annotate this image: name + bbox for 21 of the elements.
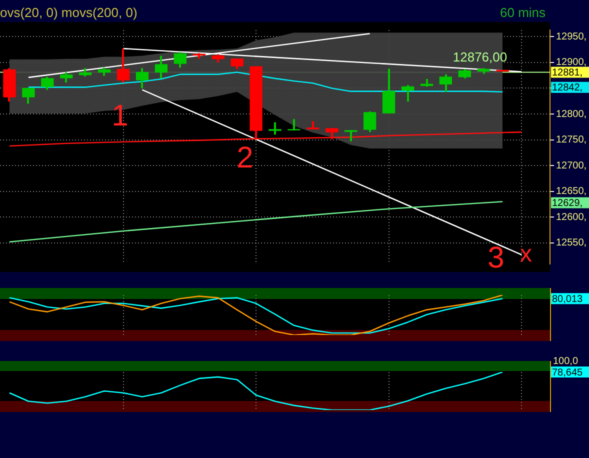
text: 100,0 [553,356,578,367]
ref-line-label: 12881, [552,68,583,79]
y-tick-label: 12700, [556,160,587,172]
text: 12629, [552,198,583,209]
text: 80,013 [552,294,584,305]
chart-subtitle: 60 mins [500,5,546,20]
annotation: x [520,240,532,268]
y-tick-label: 12750, [556,134,587,146]
y-tick-label: 12950, [556,31,587,42]
text: 12842, [552,82,583,94]
y-tick-label: 12550, [556,238,587,249]
annotation: 12876,00 [452,50,508,65]
y-tick-label: 12650, [556,186,587,198]
y-tick-label: 12900, [556,57,587,68]
chart-title: ovs(20, 0) movs(200, 0) [0,5,138,20]
annotation: 2 [236,141,254,174]
y-tick-label: 12600, [556,212,587,223]
annotation: 3 [488,241,504,274]
y-tick-label: 12800, [556,108,587,120]
annotation: 1 [112,99,128,132]
text: 78,645 [552,367,584,378]
